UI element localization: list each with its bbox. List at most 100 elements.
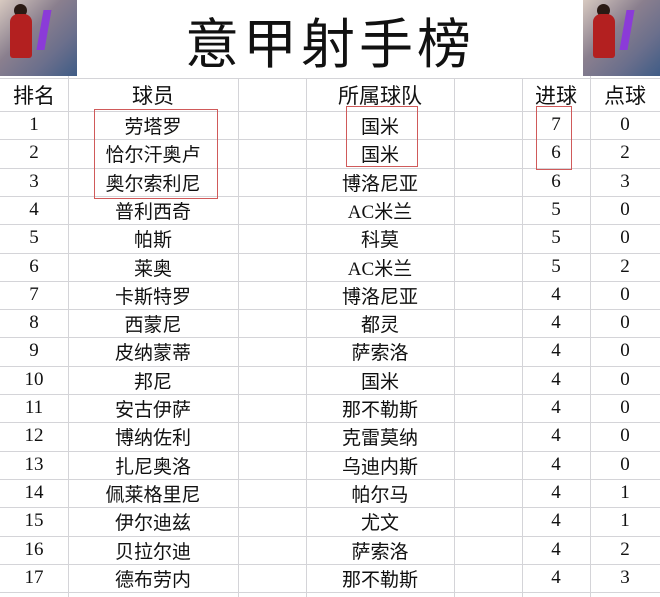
cell-team: 乌迪内斯: [341, 456, 418, 478]
left-logo-image: [0, 0, 77, 76]
grid-row-line: [0, 224, 660, 225]
cell-player: 奥尔索利尼: [105, 173, 201, 195]
grid-row-line: [0, 78, 660, 79]
cell-goals: 4: [551, 482, 561, 503]
grid-column-line: [454, 0, 455, 597]
grid-row-line: [0, 564, 660, 565]
cell-goals: 5: [551, 199, 561, 220]
cell-player: 安古伊萨: [114, 399, 191, 421]
cell-team: 国米: [360, 116, 399, 138]
cell-penalties: 3: [620, 567, 630, 588]
highlight-box-teams: [346, 106, 418, 167]
cell-goals: 4: [551, 567, 561, 588]
cell-rank: 4: [29, 199, 39, 220]
cell-penalties: 0: [620, 199, 630, 220]
grid-row-line: [0, 422, 660, 423]
header-goals: 进球: [535, 83, 577, 108]
grid-row-line: [0, 111, 660, 112]
grid-row-line: [0, 394, 660, 395]
grid-column-line: [68, 0, 69, 597]
cell-goals: 4: [551, 312, 561, 333]
grid-row-line: [0, 168, 660, 169]
cell-player: 扎尼奥洛: [114, 456, 191, 478]
header-player: 球员: [132, 83, 174, 108]
cell-team: 帕尔马: [351, 484, 409, 506]
cell-penalties: 1: [620, 482, 630, 503]
header-penalties: 点球: [604, 83, 646, 108]
cell-player: 西蒙尼: [124, 314, 182, 336]
cell-rank: 1: [29, 114, 39, 135]
cell-player: 恰尔汗奥卢: [105, 144, 201, 166]
page-title: 意甲射手榜: [77, 0, 583, 78]
cell-penalties: 0: [620, 312, 630, 333]
cell-rank: 9: [29, 340, 39, 361]
cell-penalties: 2: [620, 142, 630, 163]
cell-player: 卡斯特罗: [114, 286, 191, 308]
cell-player: 劳塔罗: [124, 116, 182, 138]
highlight-box-players: [94, 109, 218, 199]
cell-team: AC米兰: [347, 201, 413, 223]
cell-team: 萨索洛: [351, 541, 409, 563]
cell-player: 皮纳蒙蒂: [114, 342, 191, 364]
cell-goals: 7: [551, 114, 561, 135]
cell-penalties: 2: [620, 539, 630, 560]
cell-rank: 3: [29, 171, 39, 192]
cell-goals: 5: [551, 227, 561, 248]
cell-penalties: 0: [620, 454, 630, 475]
cell-player: 帕斯: [133, 229, 172, 251]
cell-penalties: 3: [620, 171, 630, 192]
grid-column-line: [238, 0, 239, 597]
cell-team: 博洛尼亚: [341, 286, 418, 308]
cell-player: 普利西奇: [114, 201, 191, 223]
cell-rank: 13: [24, 454, 44, 475]
cell-goals: 4: [551, 510, 561, 531]
cell-team: 国米: [360, 371, 399, 393]
grid-row-line: [0, 507, 660, 508]
cell-player: 伊尔迪兹: [114, 512, 191, 534]
cell-rank: 11: [24, 397, 44, 418]
grid-column-line: [590, 0, 591, 597]
grid-column-line: [306, 0, 307, 597]
header-rank: 排名: [13, 83, 55, 108]
cell-team: 克雷莫纳: [341, 427, 418, 449]
cell-rank: 12: [24, 425, 44, 446]
cell-player: 莱奥: [133, 258, 172, 280]
cell-team: 那不勒斯: [341, 569, 418, 591]
cell-team: 尤文: [360, 512, 399, 534]
cell-goals: 4: [551, 284, 561, 305]
cell-rank: 14: [24, 482, 44, 503]
cell-player: 贝拉尔迪: [114, 541, 191, 563]
highlight-box-goals: [536, 106, 572, 170]
grid-row-line: [0, 451, 660, 452]
cell-goals: 4: [551, 454, 561, 475]
grid-column-line: [522, 0, 523, 597]
cell-penalties: 0: [620, 114, 630, 135]
grid-row-line: [0, 196, 660, 197]
cell-goals: 6: [551, 142, 561, 163]
cell-team: 那不勒斯: [341, 399, 418, 421]
cell-penalties: 1: [620, 510, 630, 531]
cell-rank: 7: [29, 284, 39, 305]
cell-penalties: 0: [620, 284, 630, 305]
grid-row-line: [0, 366, 660, 367]
cell-goals: 4: [551, 425, 561, 446]
cell-rank: 6: [29, 256, 39, 277]
grid-row-line: [0, 253, 660, 254]
cell-goals: 4: [551, 340, 561, 361]
cell-rank: 10: [24, 369, 44, 390]
grid-row-line: [0, 337, 660, 338]
cell-penalties: 0: [620, 227, 630, 248]
cell-goals: 5: [551, 256, 561, 277]
cell-rank: 2: [29, 142, 39, 163]
cell-penalties: 2: [620, 256, 630, 277]
cell-goals: 4: [551, 539, 561, 560]
cell-team: 博洛尼亚: [341, 173, 418, 195]
cell-penalties: 0: [620, 397, 630, 418]
cell-rank: 15: [24, 510, 44, 531]
cell-player: 博纳佐利: [114, 427, 191, 449]
cell-rank: 8: [29, 312, 39, 333]
cell-goals: 4: [551, 397, 561, 418]
cell-team: 国米: [360, 144, 399, 166]
grid-row-line: [0, 479, 660, 480]
grid-row-line: [0, 139, 660, 140]
